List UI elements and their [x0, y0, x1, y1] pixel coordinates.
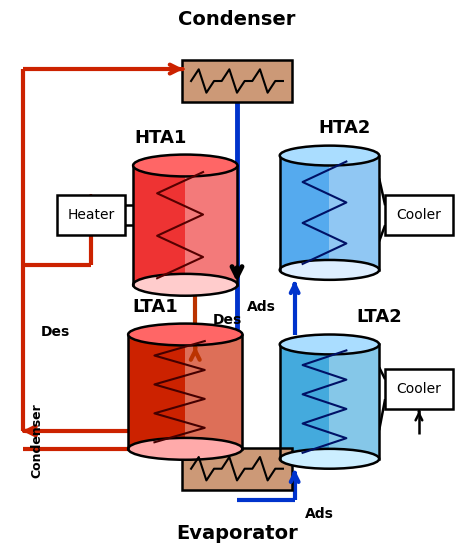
- Ellipse shape: [280, 335, 379, 354]
- Text: HTA2: HTA2: [318, 119, 371, 137]
- Bar: [385, 195, 453, 235]
- Bar: [185, 166, 237, 285]
- Text: LTA1: LTA1: [133, 298, 178, 316]
- Text: Condenser: Condenser: [178, 10, 296, 29]
- Bar: [185, 335, 243, 449]
- Text: Evaporator: Evaporator: [176, 524, 298, 543]
- Text: Ads: Ads: [247, 300, 276, 314]
- Text: Cooler: Cooler: [396, 208, 441, 222]
- Text: Heater: Heater: [67, 208, 115, 222]
- Text: Des: Des: [41, 325, 71, 339]
- Ellipse shape: [128, 438, 243, 460]
- Text: Cooler: Cooler: [396, 382, 441, 396]
- Text: LTA2: LTA2: [356, 307, 402, 325]
- Text: Des: Des: [213, 312, 242, 327]
- Text: Ads: Ads: [305, 508, 334, 521]
- Ellipse shape: [133, 155, 237, 177]
- Ellipse shape: [280, 260, 379, 280]
- Ellipse shape: [280, 146, 379, 166]
- Bar: [280, 155, 379, 270]
- Bar: [57, 195, 125, 235]
- Text: HTA1: HTA1: [134, 129, 187, 147]
- Bar: [385, 369, 453, 409]
- Ellipse shape: [280, 449, 379, 469]
- Bar: [128, 335, 243, 449]
- Bar: [329, 155, 379, 270]
- Ellipse shape: [133, 274, 237, 296]
- Bar: [329, 345, 379, 459]
- Ellipse shape: [128, 324, 243, 346]
- Bar: [280, 345, 379, 459]
- Bar: [182, 448, 292, 490]
- Bar: [133, 166, 237, 285]
- Text: Condenser: Condenser: [31, 403, 44, 478]
- Bar: [182, 60, 292, 102]
